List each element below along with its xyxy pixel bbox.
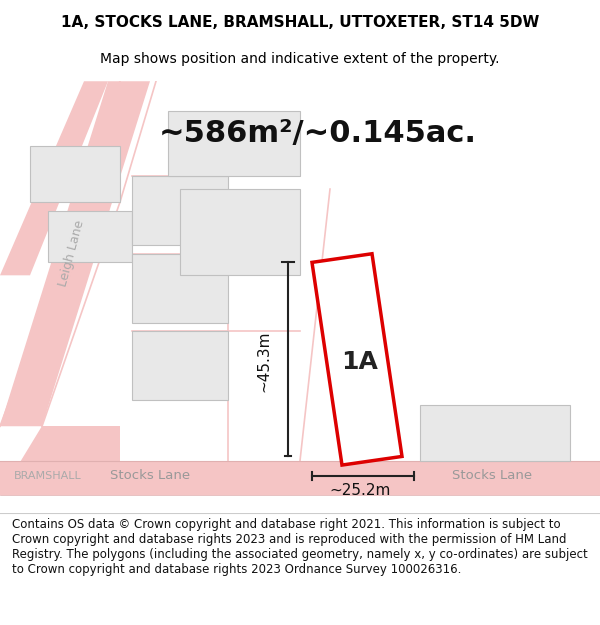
Polygon shape <box>132 254 228 322</box>
Text: 1A, STOCKS LANE, BRAMSHALL, UTTOXETER, ST14 5DW: 1A, STOCKS LANE, BRAMSHALL, UTTOXETER, S… <box>61 15 539 30</box>
Polygon shape <box>132 176 228 245</box>
Polygon shape <box>0 426 120 495</box>
Polygon shape <box>312 254 402 465</box>
Polygon shape <box>132 331 228 401</box>
Polygon shape <box>0 461 600 495</box>
Polygon shape <box>168 111 300 176</box>
Text: ~45.3m: ~45.3m <box>257 331 271 392</box>
Text: ~586m²/~0.145ac.: ~586m²/~0.145ac. <box>159 119 477 148</box>
Text: Map shows position and indicative extent of the property.: Map shows position and indicative extent… <box>100 51 500 66</box>
Text: BRAMSHALL: BRAMSHALL <box>14 471 82 481</box>
Text: Leigh Lane: Leigh Lane <box>57 219 87 288</box>
Polygon shape <box>48 211 132 262</box>
Text: 1A: 1A <box>341 349 379 374</box>
Polygon shape <box>420 405 570 461</box>
Polygon shape <box>180 189 300 276</box>
Polygon shape <box>0 81 150 426</box>
Text: Stocks Lane: Stocks Lane <box>110 469 190 482</box>
Text: Contains OS data © Crown copyright and database right 2021. This information is : Contains OS data © Crown copyright and d… <box>12 518 588 576</box>
Polygon shape <box>30 146 120 202</box>
Text: ~25.2m: ~25.2m <box>329 484 391 499</box>
Polygon shape <box>0 81 108 276</box>
Text: Stocks Lane: Stocks Lane <box>452 469 532 482</box>
